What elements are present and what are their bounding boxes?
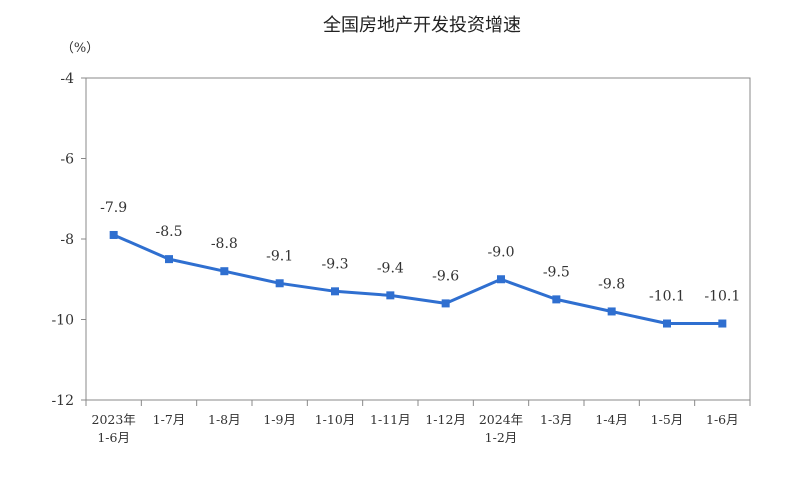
data-labels: -7.9 -8.5 -8.8 -9.1 -9.3 -9.4 -9.6 -9.0 -9.5 -9.8… bbox=[100, 200, 740, 305]
x-tick-label: 2023年 bbox=[92, 412, 136, 427]
data-label: -9.0 bbox=[488, 244, 515, 260]
data-point-marker bbox=[386, 291, 395, 300]
y-tick-label: -8 bbox=[60, 232, 74, 248]
data-point-marker bbox=[497, 275, 505, 284]
plot-frame bbox=[85, 77, 751, 401]
series-line bbox=[113, 233, 723, 325]
x-tick-label: 1-4月 bbox=[595, 412, 628, 427]
x-tick-label: 2024年 bbox=[479, 412, 523, 427]
data-point-marker bbox=[220, 267, 229, 276]
data-point-marker bbox=[109, 230, 118, 239]
series-line-group bbox=[109, 230, 727, 328]
x-tick-label: 1-7月 bbox=[153, 412, 186, 427]
data-point-marker bbox=[552, 295, 561, 304]
y-unit-label: （%） bbox=[61, 41, 99, 56]
x-tick-label: 1-10月 bbox=[315, 412, 356, 427]
x-tick-label: 1-12月 bbox=[425, 412, 466, 427]
data-label: -9.8 bbox=[598, 276, 625, 292]
x-tick-label: 1-6月 bbox=[706, 412, 739, 427]
data-point-marker bbox=[441, 299, 450, 308]
data-label: -9.1 bbox=[266, 248, 293, 264]
x-tick-label: 1-9月 bbox=[263, 412, 296, 427]
data-label: -10.1 bbox=[649, 289, 685, 305]
y-axis: -4 -6 -8 -10 -12 bbox=[51, 71, 86, 409]
data-label: -9.4 bbox=[377, 260, 404, 276]
data-point-marker bbox=[331, 287, 339, 296]
data-label: -8.5 bbox=[156, 224, 183, 240]
x-tick-label: 1-3月 bbox=[540, 412, 573, 427]
data-label: -9.5 bbox=[543, 264, 570, 280]
data-label: -8.8 bbox=[211, 236, 238, 252]
x-tick-label: 1-2月 bbox=[485, 430, 518, 445]
x-tick-label: 1-6月 bbox=[97, 430, 130, 445]
data-label: -7.9 bbox=[100, 200, 127, 216]
y-tick-label: -4 bbox=[60, 71, 74, 87]
data-point-marker bbox=[275, 279, 284, 288]
y-tick-label: -12 bbox=[51, 393, 74, 409]
chart-title: 全国房地产开发投资增速 bbox=[323, 15, 521, 36]
x-axis: 2023年 1-6月 1-7月 1-8月 1-9月 1-10月 1-11月 1-12月 2024… bbox=[85, 400, 751, 445]
data-label: -9.6 bbox=[432, 268, 459, 284]
data-point-marker bbox=[607, 307, 616, 316]
data-label: -9.3 bbox=[322, 256, 349, 272]
x-tick-label: 1-8月 bbox=[208, 412, 241, 427]
data-label: -10.1 bbox=[704, 289, 740, 305]
y-tick-label: -10 bbox=[51, 313, 74, 329]
data-point-marker bbox=[663, 319, 671, 328]
x-tick-label: 1-5月 bbox=[651, 412, 684, 427]
data-point-marker bbox=[718, 319, 727, 328]
x-tick-label: 1-11月 bbox=[370, 412, 411, 427]
data-point-marker bbox=[165, 255, 173, 264]
y-tick-label: -6 bbox=[60, 152, 74, 168]
